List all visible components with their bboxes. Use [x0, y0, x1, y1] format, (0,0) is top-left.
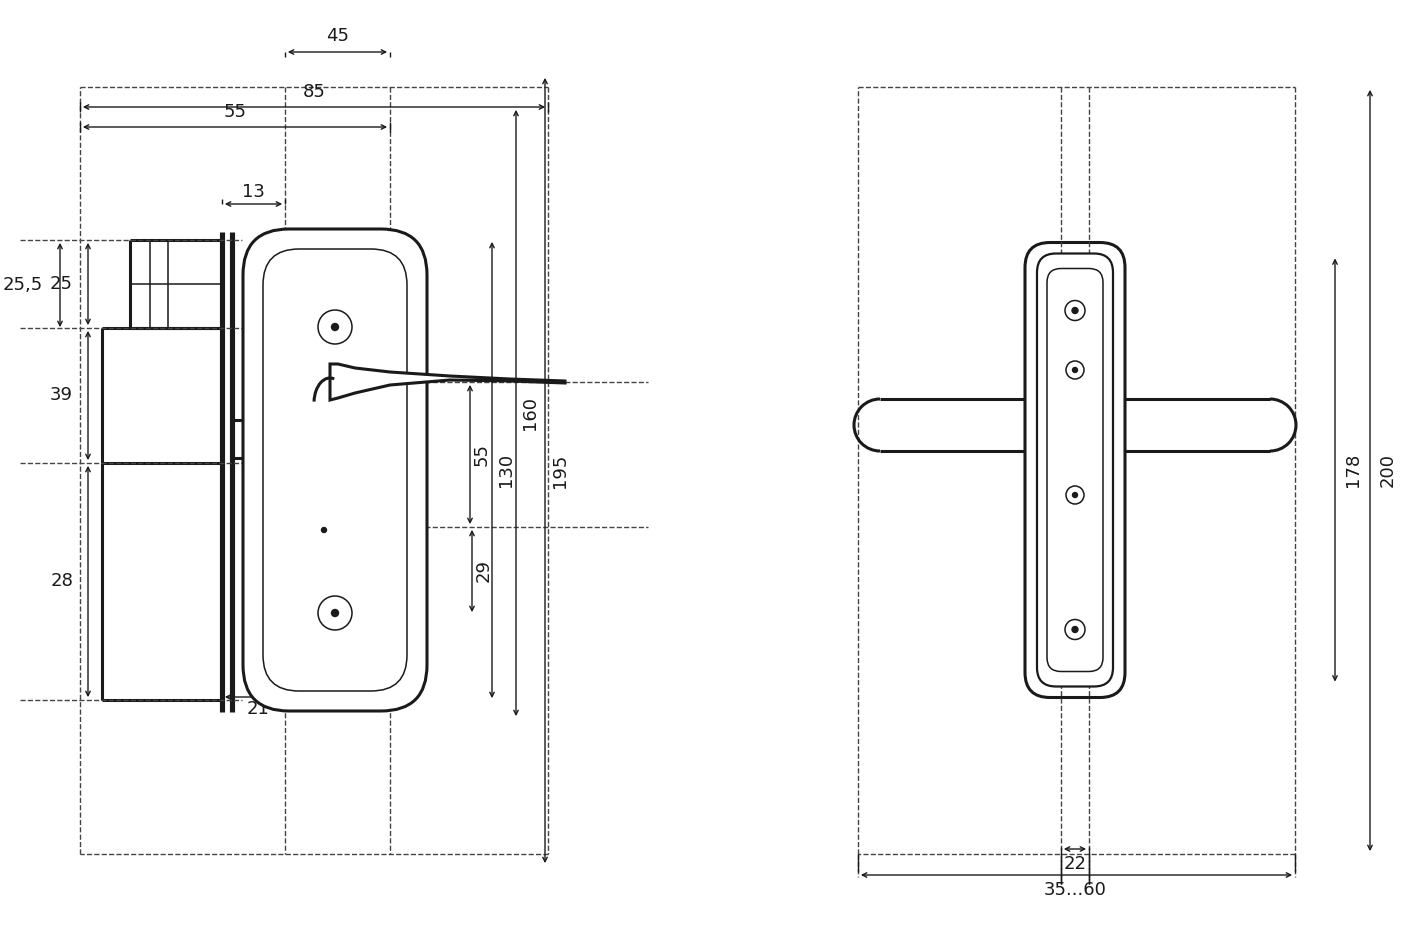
Circle shape [1065, 361, 1084, 379]
Circle shape [1072, 308, 1078, 313]
Text: 25,5: 25,5 [3, 276, 43, 294]
Text: 195: 195 [551, 453, 568, 487]
Text: 25: 25 [50, 275, 73, 293]
Text: 39: 39 [50, 387, 73, 404]
Text: 200: 200 [1379, 453, 1397, 487]
Text: 85: 85 [303, 83, 326, 101]
Text: 45: 45 [326, 27, 348, 45]
FancyBboxPatch shape [1037, 254, 1112, 687]
Text: 22: 22 [1064, 855, 1087, 873]
FancyBboxPatch shape [1025, 242, 1125, 697]
Text: 160: 160 [521, 396, 538, 430]
Circle shape [1065, 486, 1084, 504]
Circle shape [331, 323, 338, 331]
Text: 55: 55 [473, 443, 491, 466]
FancyBboxPatch shape [243, 229, 427, 711]
Circle shape [318, 596, 351, 630]
Circle shape [1065, 620, 1085, 639]
FancyBboxPatch shape [1047, 268, 1102, 671]
Circle shape [1072, 492, 1078, 498]
Circle shape [318, 310, 351, 344]
Circle shape [1072, 626, 1078, 633]
Circle shape [1065, 300, 1085, 321]
Text: 55: 55 [224, 103, 247, 121]
Text: 28: 28 [50, 572, 73, 591]
Text: 21: 21 [247, 700, 270, 718]
FancyBboxPatch shape [263, 249, 407, 691]
Polygon shape [330, 364, 565, 400]
Text: 35...60: 35...60 [1044, 881, 1107, 899]
Text: 13: 13 [243, 183, 266, 201]
Circle shape [321, 528, 327, 532]
Circle shape [331, 610, 338, 616]
Text: 130: 130 [497, 453, 516, 487]
Text: 178: 178 [1344, 453, 1362, 487]
Circle shape [1072, 367, 1078, 373]
Text: 29: 29 [476, 559, 493, 582]
